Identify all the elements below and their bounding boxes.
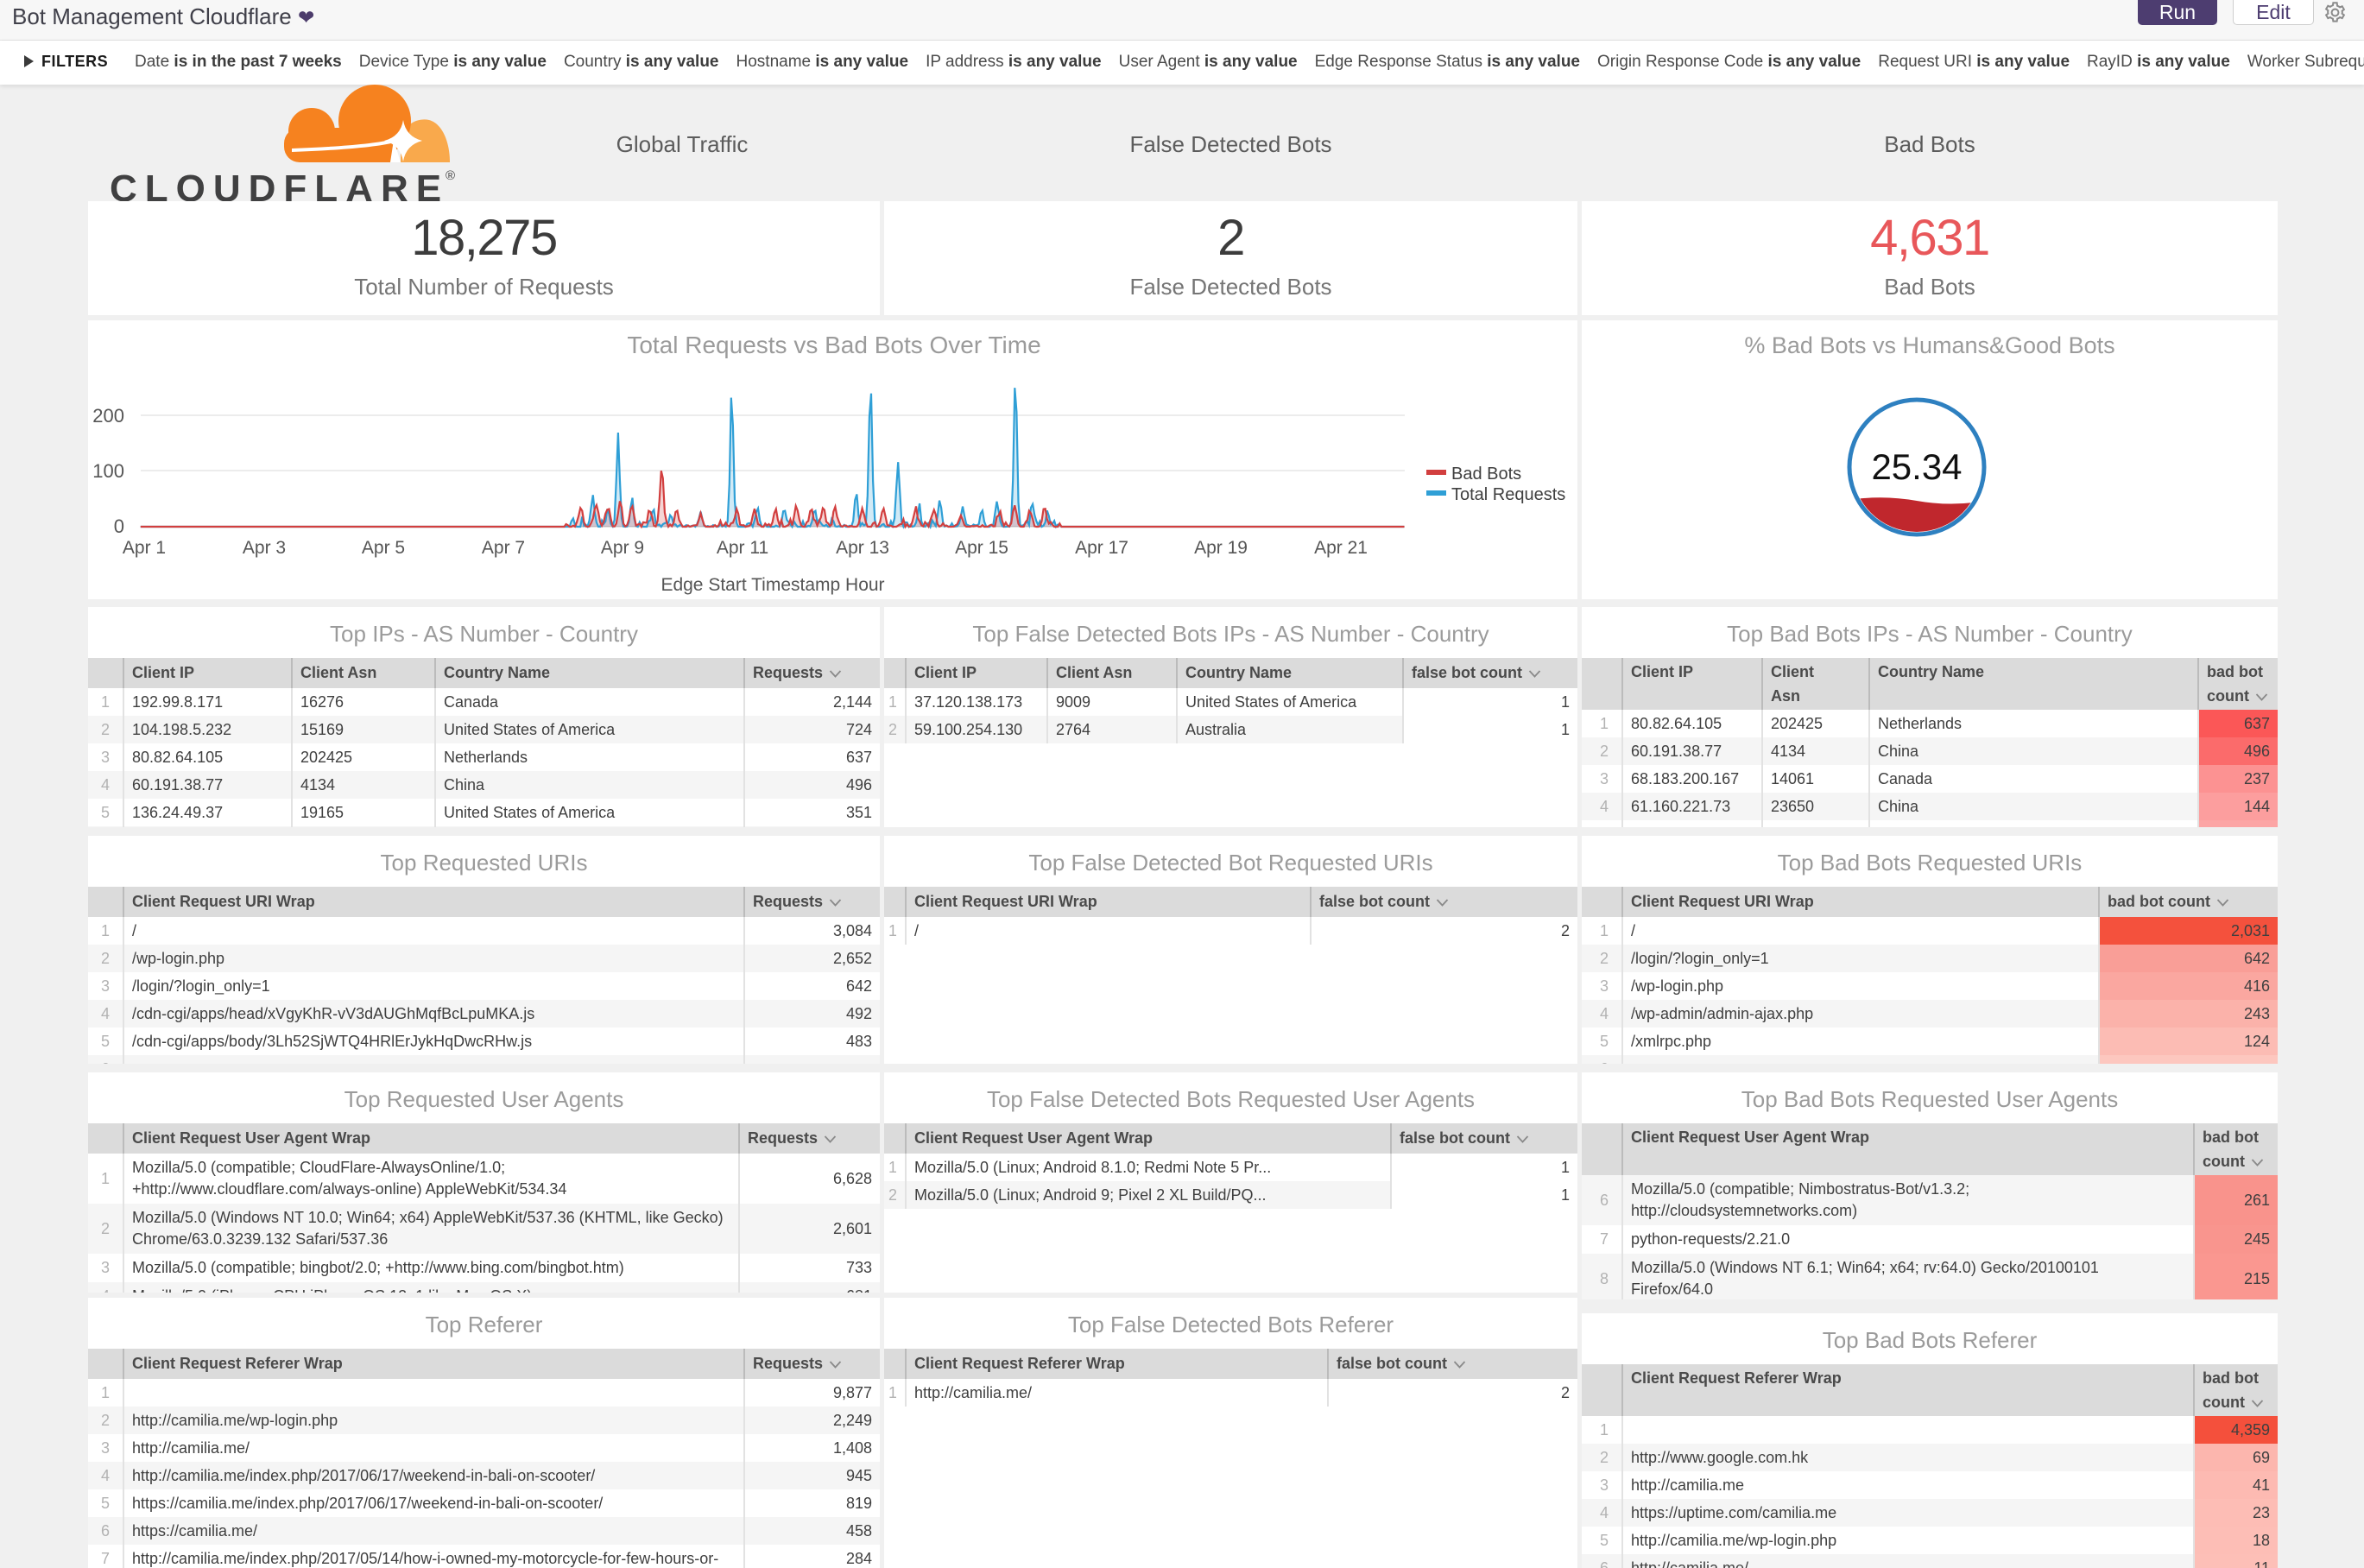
svg-text:Apr 15: Apr 15 <box>955 538 1008 558</box>
svg-text:100: 100 <box>92 460 124 482</box>
svg-text:Apr 19: Apr 19 <box>1194 538 1248 558</box>
svg-text:Apr 1: Apr 1 <box>123 538 166 558</box>
svg-text:Bad Bots: Bad Bots <box>1451 465 1521 484</box>
svg-text:CLOUDFLARE: CLOUDFLARE <box>110 168 449 207</box>
svg-text:Apr 17: Apr 17 <box>1075 538 1128 558</box>
svg-text:Total Requests: Total Requests <box>1451 485 1565 504</box>
svg-text:25.34: 25.34 <box>1871 446 1962 487</box>
svg-text:0: 0 <box>114 515 124 537</box>
svg-text:Apr 11: Apr 11 <box>717 538 768 558</box>
svg-text:Apr 21: Apr 21 <box>1314 538 1368 558</box>
svg-text:Total Requests vs Bad Bots Ove: Total Requests vs Bad Bots Over Time <box>627 332 1040 358</box>
svg-text:Apr 3: Apr 3 <box>243 538 286 558</box>
svg-text:®: ® <box>446 168 455 183</box>
svg-text:Apr 9: Apr 9 <box>601 538 644 558</box>
svg-text:Apr 7: Apr 7 <box>482 538 525 558</box>
svg-text:Edge Start Timestamp Hour: Edge Start Timestamp Hour <box>661 575 884 595</box>
svg-text:200: 200 <box>92 405 124 427</box>
svg-text:Apr 13: Apr 13 <box>836 538 889 558</box>
svg-text:% Bad Bots vs Humans&Good Bots: % Bad Bots vs Humans&Good Bots <box>1744 332 2114 358</box>
svg-text:Apr 5: Apr 5 <box>362 538 405 558</box>
